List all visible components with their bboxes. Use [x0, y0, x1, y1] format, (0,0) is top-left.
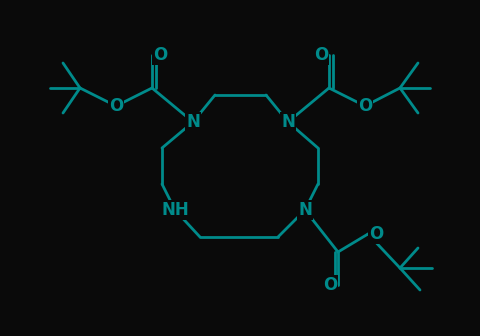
Text: O: O	[323, 276, 337, 294]
Text: N: N	[281, 113, 295, 131]
Text: O: O	[109, 97, 123, 115]
Text: N: N	[298, 201, 312, 219]
Text: O: O	[369, 225, 383, 243]
Text: O: O	[314, 46, 328, 64]
Text: O: O	[153, 46, 167, 64]
Text: N: N	[186, 113, 200, 131]
Text: NH: NH	[161, 201, 189, 219]
Text: O: O	[358, 97, 372, 115]
